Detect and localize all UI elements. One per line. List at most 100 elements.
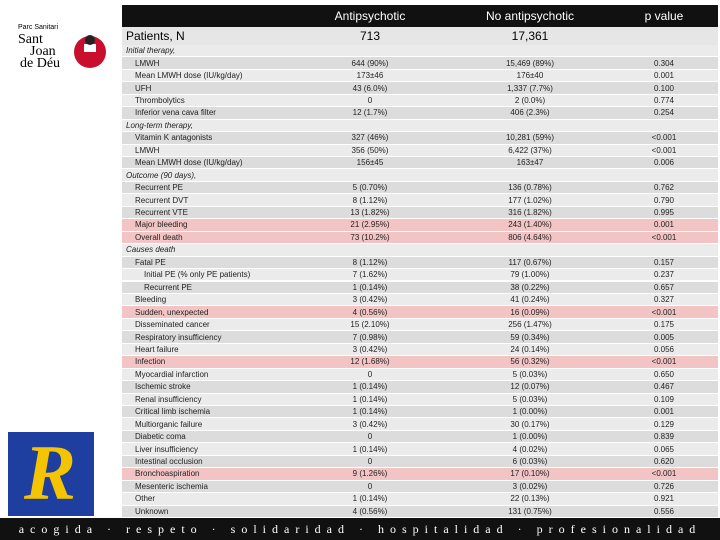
value-cell: 0.650 <box>653 369 675 379</box>
value-cell: 176±40 <box>516 71 544 81</box>
value-cell: 131 (0.75%) <box>508 506 552 516</box>
table-row <box>122 368 718 382</box>
value-cell: 0.556 <box>653 506 675 516</box>
row-label: Liver insufficiency <box>135 444 198 454</box>
value-cell: 1 (0.14%) <box>352 407 388 417</box>
row-label: Unknown <box>135 506 169 516</box>
table-row <box>122 480 718 494</box>
value-cell: 0.056 <box>653 344 675 354</box>
value-cell: 256 (1.47%) <box>508 320 552 330</box>
value-cell: 117 (0.67%) <box>508 257 552 267</box>
value-cell: 5 (0.03%) <box>512 369 548 379</box>
row-label: Ischemic stroke <box>135 382 191 392</box>
table-row <box>122 132 718 145</box>
row-label: Recurrent PE <box>135 183 184 193</box>
row-label: Renal insufficiency <box>135 394 202 404</box>
patients-row <box>122 27 718 45</box>
value-cell: 0.774 <box>653 96 675 105</box>
value-cell: 0.254 <box>653 108 675 118</box>
value-cell: <0.001 <box>651 469 677 479</box>
logo-emblem <box>74 35 106 68</box>
table-row <box>122 206 718 220</box>
value-cell: 3 (0.42%) <box>352 419 388 429</box>
row-label: Recurrent PE <box>144 282 193 292</box>
value-cell: 9 (1.26%) <box>352 469 388 479</box>
table-row <box>122 405 718 419</box>
table-row <box>122 69 718 83</box>
value-cell: 7 (1.62%) <box>352 270 388 280</box>
value-cell: 0.790 <box>653 195 675 205</box>
row-label: Bleeding <box>135 295 167 305</box>
table-row <box>122 57 718 70</box>
value-cell: 0.921 <box>653 494 675 504</box>
row-label: UFH <box>135 83 152 93</box>
value-cell: 0.109 <box>653 394 675 404</box>
row-label: Heart failure <box>135 344 179 354</box>
table-row <box>122 107 718 120</box>
row-label: Critical limb ischemia <box>135 407 211 417</box>
value-cell: <0.001 <box>651 307 677 317</box>
value-cell: 156±45 <box>356 158 384 168</box>
table-row <box>122 393 718 406</box>
value-cell: 1 (0.14%) <box>352 394 388 404</box>
row-label: Vitamin K antagonists <box>135 133 213 143</box>
value-cell: 243 (1.40%) <box>508 220 552 230</box>
table-row <box>122 318 718 332</box>
value-cell: 56 (0.32%) <box>510 357 550 367</box>
value-cell: 79 (1.00%) <box>510 270 550 280</box>
value-cell: <0.001 <box>651 232 677 242</box>
value-cell: 6 (0.03%) <box>512 456 548 466</box>
value-cell: 356 (50%) <box>351 145 389 155</box>
value-cell: 3 (0.42%) <box>352 344 388 354</box>
value-cell: 406 (2.3%) <box>510 108 550 118</box>
header-cell: No antipsychotic <box>485 9 575 23</box>
table-row <box>122 418 718 431</box>
value-cell: 15,469 (89%) <box>505 58 555 68</box>
value-cell: 7 (0.98%) <box>352 332 388 342</box>
value-cell: 0 <box>367 456 373 466</box>
value-cell: 1 (0.14%) <box>352 382 388 392</box>
value-cell: 0.762 <box>653 183 675 193</box>
header-cell: Antipsychotic <box>334 9 406 23</box>
patients-cell: 713 <box>359 29 381 43</box>
value-cell: 0.467 <box>653 382 675 392</box>
patients-cell: 17,361 <box>511 29 549 43</box>
row-label: Initial PE (% only PE patients) <box>144 270 251 280</box>
value-cell: 4 (0.56%) <box>352 506 388 516</box>
logo-top: Parc Sanitari Sant Joan de Déu <box>8 22 116 74</box>
value-cell: 0.726 <box>653 481 675 491</box>
group-label: Outcome (90 days), <box>126 170 197 180</box>
row-label: Other <box>135 494 156 504</box>
table-row <box>122 281 718 294</box>
value-cell: 136 (0.78%) <box>508 183 552 193</box>
header-cell: p value <box>644 9 684 23</box>
table-row <box>122 256 718 270</box>
logo-text: de Déu <box>20 56 61 71</box>
value-cell: 0.620 <box>653 456 675 466</box>
value-cell: 0.129 <box>653 419 675 429</box>
row-label: Sudden, unexpected <box>135 307 209 317</box>
value-cell: 12 (0.07%) <box>510 382 550 392</box>
value-cell: 316 (1.82%) <box>508 208 552 218</box>
value-cell: 3 (0.02%) <box>512 481 548 491</box>
row-label: LMWH <box>135 145 160 155</box>
row-label: Intestinal occlusion <box>135 456 203 466</box>
value-cell: 1 (0.00%) <box>512 407 548 417</box>
value-cell: 15 (2.10%) <box>350 320 390 330</box>
table-row <box>122 306 718 319</box>
value-cell: 24 (0.14%) <box>510 344 550 354</box>
value-cell: 73 (10.2%) <box>350 232 390 242</box>
value-cell: 17 (0.10%) <box>510 469 550 479</box>
value-cell: 0.006 <box>653 158 675 168</box>
group-label: Initial therapy, <box>126 46 176 56</box>
row-label: Mesenteric ischemia <box>135 481 208 491</box>
row-label: Mean LMWH dose (IU/kg/day) <box>135 158 243 168</box>
table-row <box>122 505 718 518</box>
logo-letter: R <box>24 429 77 516</box>
value-cell: 1 (0.14%) <box>352 494 388 504</box>
value-cell: 30 (0.17%) <box>510 419 550 429</box>
value-cell: 12 (1.68%) <box>350 357 390 367</box>
table-row <box>122 169 718 182</box>
value-cell: 0.001 <box>653 220 675 230</box>
